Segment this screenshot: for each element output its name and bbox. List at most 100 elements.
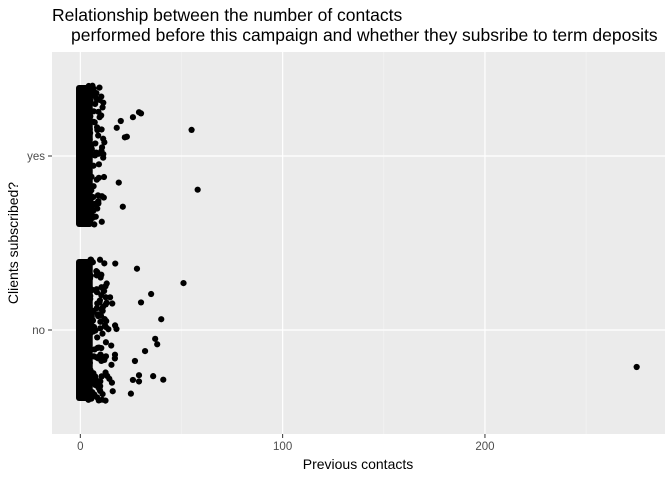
data-point xyxy=(90,118,97,125)
data-point xyxy=(85,349,92,356)
data-point xyxy=(94,334,101,341)
outlier-point xyxy=(137,299,145,306)
data-point xyxy=(102,294,109,301)
data-point xyxy=(86,366,93,374)
data-point xyxy=(108,361,115,368)
data-point xyxy=(90,162,97,169)
data-point xyxy=(92,100,99,108)
data-point xyxy=(95,312,102,320)
plot-panel xyxy=(52,52,665,434)
chart-title: Relationship between the number of conta… xyxy=(52,5,402,25)
outlier-point xyxy=(150,373,157,380)
outlier-point xyxy=(129,376,137,384)
data-point xyxy=(106,294,114,301)
data-point xyxy=(98,218,105,225)
data-point xyxy=(87,292,94,300)
chart-subtitle: performed before this campaign and wheth… xyxy=(71,25,658,45)
data-point xyxy=(93,272,100,279)
data-point xyxy=(98,126,105,133)
data-point xyxy=(93,394,101,401)
data-point xyxy=(98,144,106,151)
outlier-point xyxy=(158,316,165,323)
data-point xyxy=(87,256,94,263)
x-tick-label: 100 xyxy=(273,441,292,453)
data-point xyxy=(93,176,100,183)
outlier-point xyxy=(160,376,167,383)
outlier-point xyxy=(117,117,124,125)
data-point xyxy=(102,369,109,376)
data-point xyxy=(85,120,92,127)
outlier-point xyxy=(133,265,141,272)
data-point xyxy=(87,272,94,279)
data-point xyxy=(87,377,94,384)
outlier-point xyxy=(115,179,122,186)
data-point xyxy=(98,193,106,200)
data-point xyxy=(92,327,99,334)
data-point xyxy=(112,260,119,267)
y-tick-label: no xyxy=(32,325,45,337)
data-point xyxy=(89,309,96,316)
outlier-point xyxy=(154,341,161,348)
data-point xyxy=(96,84,103,91)
data-point xyxy=(113,325,120,333)
data-point xyxy=(95,132,102,139)
outlier-point xyxy=(188,126,195,134)
outlier-point xyxy=(121,134,128,141)
outlier-point xyxy=(141,347,149,355)
data-point xyxy=(86,359,93,367)
x-axis-title: Previous contacts xyxy=(303,456,414,472)
data-point xyxy=(87,372,94,379)
data-point xyxy=(100,99,107,106)
outlier-point xyxy=(152,335,159,342)
data-point xyxy=(85,302,92,309)
data-point xyxy=(101,260,108,267)
data-point xyxy=(88,144,95,151)
data-point xyxy=(91,151,98,159)
outlier-point xyxy=(148,290,155,298)
data-point xyxy=(85,180,92,188)
data-point xyxy=(101,315,108,323)
data-point xyxy=(86,384,93,392)
data-point xyxy=(95,344,103,351)
data-point xyxy=(86,220,93,227)
data-point xyxy=(85,197,92,204)
data-point xyxy=(85,278,92,286)
outlier-point xyxy=(633,363,640,371)
data-point xyxy=(85,101,92,108)
data-point xyxy=(103,280,110,287)
data-point xyxy=(93,286,100,293)
x-tick-label: 0 xyxy=(77,441,83,453)
outlier-point xyxy=(129,114,137,121)
data-point xyxy=(85,176,92,183)
axes: 0 100 200 no yes xyxy=(27,151,494,453)
data-point xyxy=(90,353,98,360)
y-axis-title: Clients subscribed? xyxy=(5,182,21,304)
data-points xyxy=(76,82,640,404)
data-point xyxy=(98,373,105,380)
outlier-point xyxy=(119,203,126,210)
outlier-point xyxy=(113,124,120,131)
data-point xyxy=(108,342,115,349)
data-point xyxy=(89,317,97,324)
data-point xyxy=(98,396,106,403)
data-point xyxy=(98,357,105,364)
data-point xyxy=(108,379,116,386)
outlier-point xyxy=(135,372,143,379)
data-point xyxy=(99,330,106,337)
data-point xyxy=(90,108,97,115)
data-point xyxy=(95,161,103,168)
data-point xyxy=(101,287,108,295)
data-point xyxy=(100,135,107,142)
data-point xyxy=(87,206,94,213)
data-point xyxy=(85,162,92,169)
data-point xyxy=(85,113,92,121)
data-point xyxy=(86,283,93,291)
data-point xyxy=(89,323,96,330)
data-point xyxy=(100,154,107,161)
outlier-point xyxy=(131,357,139,365)
data-point xyxy=(86,91,93,98)
data-point xyxy=(93,96,100,103)
data-point xyxy=(96,256,104,263)
data-point xyxy=(109,388,116,395)
